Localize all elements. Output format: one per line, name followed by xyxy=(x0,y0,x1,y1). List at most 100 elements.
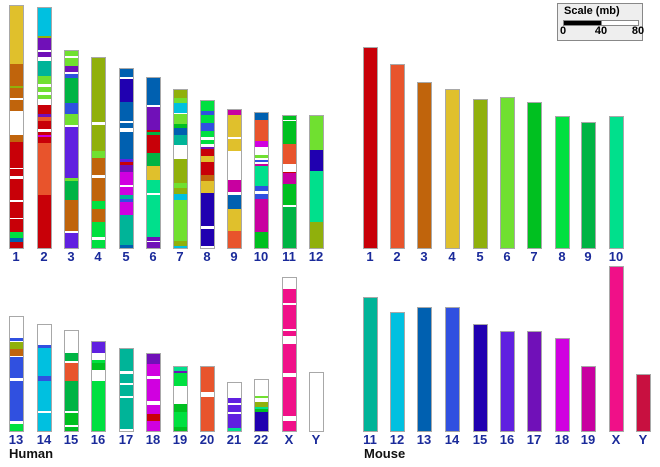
human-chromosome-19[interactable] xyxy=(173,366,188,432)
human-chromosome-20[interactable] xyxy=(200,366,215,432)
human-chromosome-8[interactable] xyxy=(200,100,215,249)
synteny-block-mouse-8 xyxy=(10,423,23,431)
mouse-chromosome-Y[interactable] xyxy=(636,374,651,432)
synteny-block-mouse-1 xyxy=(38,132,51,136)
synteny-block-mouse-6 xyxy=(38,95,51,100)
human-chromosome-10[interactable] xyxy=(254,112,269,249)
unassigned-block xyxy=(10,341,23,343)
synteny-block-mouse-4 xyxy=(10,6,23,65)
unassigned-block xyxy=(255,157,268,161)
synteny-block-mouse-1 xyxy=(10,219,23,232)
mouse-chromosome-label: 11 xyxy=(363,432,377,447)
synteny-block-mouse-9 xyxy=(65,381,78,412)
human-chromosome-X[interactable] xyxy=(282,277,297,432)
synteny-block-mouse-13 xyxy=(120,244,133,248)
human-chromosome-2[interactable] xyxy=(37,7,52,249)
synteny-block-mouse-8 xyxy=(92,380,105,431)
synteny-block-mouse-12 xyxy=(174,193,187,201)
synteny-block-mouse-15 xyxy=(201,228,214,246)
mouse-chromosome-X[interactable] xyxy=(609,266,624,432)
synteny-block-mouse-1 xyxy=(38,235,51,248)
mouse-chromosome-18[interactable] xyxy=(555,338,570,432)
mouse-chromosome-5[interactable] xyxy=(473,99,488,249)
synteny-block-mouse-8 xyxy=(92,359,105,364)
synteny-block-mouse-6 xyxy=(174,182,187,189)
human-chromosome-5[interactable] xyxy=(119,68,134,249)
human-chromosome-15[interactable] xyxy=(64,330,79,432)
synteny-block-mouse-9 xyxy=(283,207,296,220)
mouse-chromosome-17[interactable] xyxy=(527,331,542,432)
synteny-block-mouse-7 xyxy=(255,231,268,248)
synteny-block-mouse-1 xyxy=(10,141,23,168)
human-chromosome-17[interactable] xyxy=(119,348,134,432)
mouse-chromosome-label: 17 xyxy=(526,432,542,447)
unassigned-block xyxy=(120,382,133,386)
synteny-block-mouse-18 xyxy=(255,141,268,148)
mouse-chromosome-15[interactable] xyxy=(473,324,488,432)
synteny-block-mouse-3 xyxy=(92,178,105,185)
synteny-block-mouse-8 xyxy=(174,411,187,428)
human-chromosome-3[interactable] xyxy=(64,50,79,249)
mouse-chromosome-12[interactable] xyxy=(390,312,405,432)
human-chromosome-22[interactable] xyxy=(254,379,269,432)
synteny-block-mouse-19 xyxy=(283,173,296,184)
mouse-chromosome-16[interactable] xyxy=(500,331,515,432)
mouse-chromosome-2[interactable] xyxy=(390,64,405,249)
synteny-block-mouse-18 xyxy=(147,421,160,431)
mouse-chromosome-label: 4 xyxy=(448,249,456,264)
mouse-chromosome-7[interactable] xyxy=(527,102,542,249)
mouse-chromosome-label: 7 xyxy=(530,249,538,264)
human-chromosome-label: 1 xyxy=(12,249,20,264)
synteny-block-mouse-2 xyxy=(228,231,241,248)
unassigned-block xyxy=(283,336,296,345)
synteny-block-mouse-9 xyxy=(147,153,160,166)
mouse-chromosome-3[interactable] xyxy=(417,82,432,249)
human-chromosome-4[interactable] xyxy=(91,57,106,249)
mouse-chromosome-9[interactable] xyxy=(581,122,596,249)
synteny-block-mouse-1 xyxy=(10,202,23,219)
synteny-block-mouse-2 xyxy=(65,363,78,382)
unassigned-block xyxy=(10,377,23,382)
human-chromosome-14[interactable] xyxy=(37,324,52,432)
human-chromosome-label: 8 xyxy=(203,249,211,264)
synteny-block-mouse-6 xyxy=(255,155,268,158)
synteny-block-mouse-5 xyxy=(174,162,187,184)
mouse-chromosome-11[interactable] xyxy=(363,297,378,432)
human-chromosome-11[interactable] xyxy=(282,115,297,249)
mouse-chromosome-label: 6 xyxy=(503,249,511,264)
synteny-block-mouse-16 xyxy=(65,232,78,248)
unassigned-block xyxy=(201,226,214,229)
mouse-chromosome-10[interactable] xyxy=(609,116,624,249)
synteny-block-mouse-5 xyxy=(310,222,323,248)
synteny-block-mouse-X xyxy=(283,400,296,417)
mouse-chromosome-13[interactable] xyxy=(417,307,432,432)
scale-tick-40: 40 xyxy=(594,25,608,37)
human-chromosome-Y[interactable] xyxy=(309,372,324,432)
mouse-chromosome-19[interactable] xyxy=(581,366,596,432)
synteny-block-mouse-12 xyxy=(174,245,187,248)
mouse-chromosome-1[interactable] xyxy=(363,47,378,249)
human-chromosome-13[interactable] xyxy=(9,316,24,432)
synteny-block-mouse-5 xyxy=(92,58,105,123)
synteny-block-mouse-16 xyxy=(228,414,241,429)
mouse-chromosome-6[interactable] xyxy=(500,97,515,249)
human-chromosome-16[interactable] xyxy=(91,341,106,432)
synteny-block-mouse-8 xyxy=(92,240,105,248)
human-chromosome-6[interactable] xyxy=(146,77,161,249)
mouse-chromosome-14[interactable] xyxy=(445,307,460,432)
synteny-block-mouse-4 xyxy=(228,138,241,151)
synteny-block-mouse-14 xyxy=(201,110,214,116)
mouse-chromosome-4[interactable] xyxy=(445,89,460,249)
human-chromosome-21[interactable] xyxy=(227,382,242,432)
mouse-chromosome-8[interactable] xyxy=(555,116,570,249)
human-chromosome-9[interactable] xyxy=(227,109,242,249)
human-chromosome-7[interactable] xyxy=(173,89,188,249)
synteny-block-mouse-19 xyxy=(255,164,268,167)
synteny-block-mouse-18 xyxy=(120,202,133,215)
human-chromosome-1[interactable] xyxy=(9,5,24,249)
synteny-block-mouse-1 xyxy=(38,194,51,206)
synteny-block-mouse-18 xyxy=(38,135,51,138)
human-chromosome-12[interactable] xyxy=(309,115,324,249)
synteny-block-mouse-14 xyxy=(10,337,23,342)
human-chromosome-18[interactable] xyxy=(146,353,161,432)
